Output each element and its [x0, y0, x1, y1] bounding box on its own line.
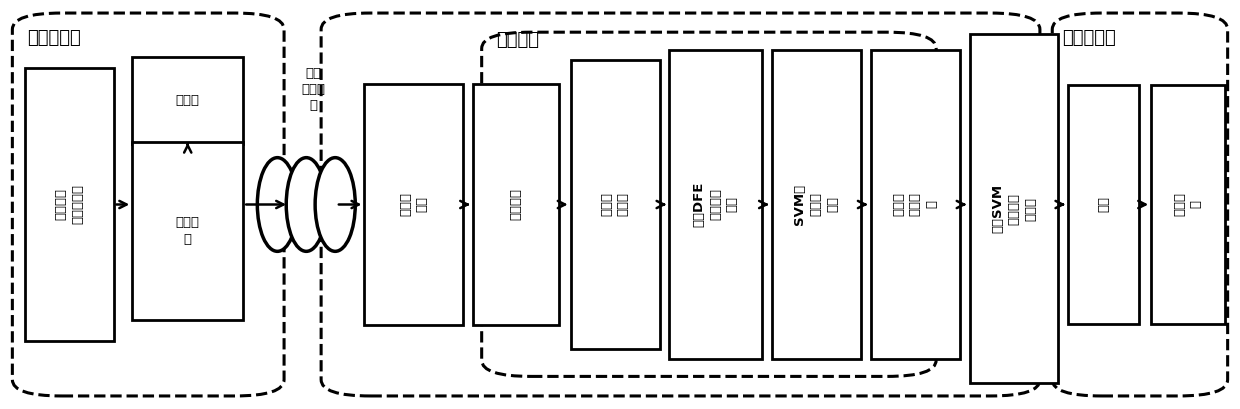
Bar — [970, 34, 1059, 383]
Text: SVM训
练特征
向量: SVM训 练特征 向量 — [794, 184, 839, 225]
FancyBboxPatch shape — [481, 32, 936, 376]
Bar — [365, 84, 464, 325]
Ellipse shape — [315, 157, 356, 252]
Text: 激光器: 激光器 — [176, 94, 200, 107]
Bar — [870, 50, 960, 359]
FancyBboxPatch shape — [1053, 13, 1228, 396]
Text: 基于DFE
构建特征
向量: 基于DFE 构建特征 向量 — [693, 182, 739, 227]
Ellipse shape — [286, 157, 326, 252]
Bar — [1151, 85, 1225, 324]
Bar — [25, 68, 114, 341]
Text: 光发射模块: 光发射模块 — [27, 29, 81, 47]
Text: 光接收模块: 光接收模块 — [1063, 29, 1116, 47]
Text: 带有训练
序列的信号: 带有训练 序列的信号 — [55, 184, 84, 225]
Bar — [773, 50, 861, 359]
Bar — [133, 142, 243, 319]
Bar — [570, 60, 660, 349]
Text: 光调制
器: 光调制 器 — [176, 216, 200, 246]
Text: 确定最
优超平
面: 确定最 优超平 面 — [892, 193, 939, 216]
FancyBboxPatch shape — [12, 13, 284, 396]
Bar — [133, 57, 243, 144]
Text: 解调: 解调 — [1097, 196, 1110, 213]
Bar — [1069, 85, 1138, 324]
Text: 标准
单模光
纤: 标准 单模光 纤 — [301, 67, 326, 112]
Text: 光电探
测器: 光电探 测器 — [399, 193, 429, 216]
Text: 均衡模块: 均衡模块 — [496, 31, 539, 49]
Bar — [472, 84, 559, 325]
Text: 采样模块: 采样模块 — [510, 189, 523, 220]
Bar — [670, 50, 763, 359]
Text: 数据输
出: 数据输 出 — [1173, 193, 1203, 216]
FancyBboxPatch shape — [321, 13, 1040, 396]
Text: 基于SVM
的判决反
馈均衡: 基于SVM 的判决反 馈均衡 — [991, 184, 1037, 233]
Ellipse shape — [258, 157, 298, 252]
Text: 训练序
列抽取: 训练序 列抽取 — [600, 193, 630, 216]
